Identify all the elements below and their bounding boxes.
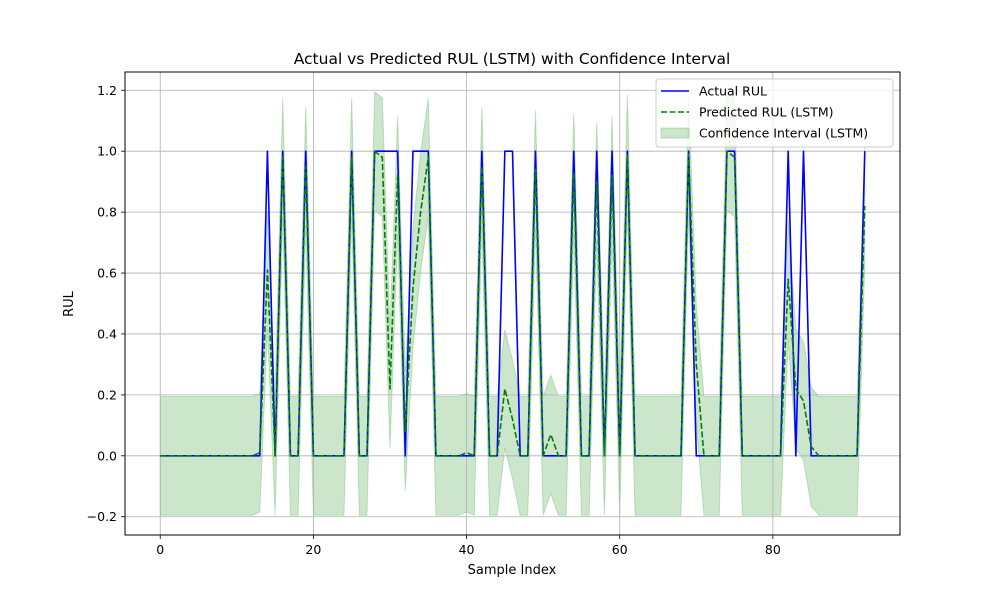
y-tick-label: 1.0 [97,144,117,159]
y-tick-label: 0.2 [97,387,117,402]
confidence-band [159,90,866,516]
x-tick-label: 60 [612,542,628,557]
legend-label: Actual RUL [699,84,767,99]
chart-title: Actual vs Predicted RUL (LSTM) with Conf… [294,50,731,68]
legend: Actual RUL Predicted RUL (LSTM) Confidence… [655,78,894,148]
x-tick-label: 0 [156,542,164,557]
legend-swatch-band [660,127,690,139]
legend-label: Confidence Interval (LSTM) [699,126,868,141]
y-axis-label: RUL [62,290,77,317]
y-tick-label: −0.2 [87,509,117,524]
y-tick-label: 1.2 [97,83,117,98]
predicted-rul-line [160,150,866,457]
legend-label: Predicted RUL (LSTM) [699,105,834,120]
x-tick-label: 40 [459,542,475,557]
legend-box [655,78,894,148]
x-tick-label: 20 [305,542,321,557]
y-tick-label: 0.0 [97,448,117,463]
x-axis-label: Sample Index [468,563,557,578]
x-tick-label: 80 [765,542,781,557]
y-tick-label: 0.6 [97,266,117,281]
axes-frame [124,71,901,536]
y-tick-label: 0.4 [97,326,117,341]
y-tick-label: 0.8 [97,205,117,220]
